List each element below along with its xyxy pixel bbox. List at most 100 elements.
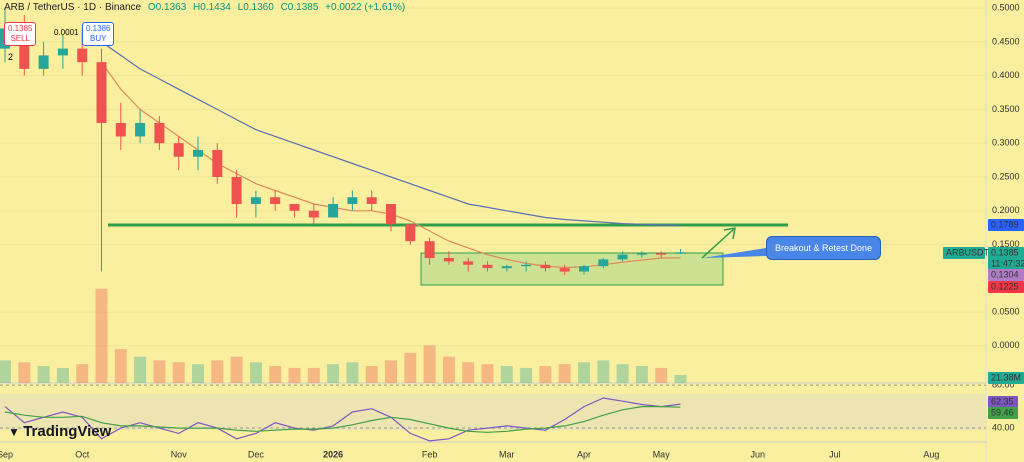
price-badge [988, 281, 1024, 293]
y-tick-label: 0.2000 [992, 205, 1020, 215]
volume-bar [211, 360, 224, 383]
y-tick-label: 0.5000 [992, 2, 1020, 12]
rsi-ma-line [4, 406, 681, 433]
price-badge [943, 247, 985, 259]
volume-bar [404, 352, 417, 383]
ohlc: +0.0022 (+1.61%) [325, 2, 406, 13]
price-badge-label: 0.1304 [991, 269, 1019, 279]
candle-body [443, 258, 454, 262]
rsi-band [0, 394, 985, 430]
rsi-tick-label: 40.00 [992, 422, 1015, 432]
volume-bar [423, 345, 436, 383]
candle-body [193, 149, 203, 157]
volume-bar [597, 360, 610, 383]
buy-label: BUY [90, 34, 107, 43]
candle-body [540, 264, 551, 269]
annotation: Breakout & Retest Done [766, 236, 882, 260]
indicator-count[interactable]: 2 [8, 52, 14, 62]
x-tick-label: Dec [248, 449, 265, 459]
x-tick-label: Oct [75, 449, 90, 459]
price-badge [988, 247, 1024, 259]
volume-bar [288, 367, 301, 383]
price-badge [988, 219, 1024, 231]
x-tick-label: Nov [171, 449, 188, 459]
candle-body [250, 197, 261, 204]
volume-bar [481, 364, 494, 383]
price-badge-label: 21.38M [991, 372, 1021, 382]
x-tick-label: Jun [750, 449, 765, 459]
candle-body [482, 264, 493, 269]
y-tick-label: 0.2500 [992, 171, 1020, 181]
volume-bar [153, 360, 166, 383]
x-tick-label: 2026 [323, 449, 343, 459]
candle-body [424, 241, 435, 259]
sell-button[interactable]: 0.1385 SELL [4, 22, 37, 46]
candle-body [598, 259, 609, 267]
x-tick-label: Aug [923, 449, 939, 459]
candle-body [501, 266, 512, 269]
y-tick-label: 0.0000 [992, 340, 1020, 350]
pointer [703, 248, 766, 258]
ohlc: C0.1385 [280, 2, 319, 13]
volume-bar [346, 362, 359, 383]
x-tick-label: Jul [829, 449, 841, 459]
volume-bar [558, 364, 571, 383]
y-tick-label: 0.1500 [992, 239, 1020, 249]
price-badge-label: ARBUSDT [946, 247, 990, 257]
candle-body [579, 266, 589, 272]
volume-bar [0, 360, 11, 383]
candle-body [347, 197, 358, 204]
volume-bar [37, 366, 50, 383]
volume-bar [674, 374, 687, 383]
moving-average [101, 41, 681, 227]
volume-bar [192, 364, 204, 383]
candle-body [617, 254, 628, 260]
price-badge-label: 0.1385 [991, 247, 1019, 257]
candle-body [386, 203, 396, 225]
volume-bar [114, 349, 127, 383]
candle-body [154, 122, 165, 144]
volume-bar [520, 367, 533, 383]
x-tick-label: Apr [577, 449, 591, 459]
price-badge [988, 396, 1018, 408]
candle-body [559, 268, 570, 272]
price-badge-label: 0.1225 [991, 281, 1019, 291]
candle-body [521, 264, 532, 267]
buy-price: 0.1386 [86, 24, 111, 33]
sell-label: SELL [10, 34, 31, 43]
volume-bar [327, 364, 340, 383]
sell-price: 0.1385 [8, 24, 33, 33]
header: ARB / TetherUS · 1D · Binance O0.1363 H0… [4, 2, 409, 13]
volume-bar [635, 366, 648, 383]
candle-body [636, 253, 647, 255]
candle-body [405, 224, 416, 242]
arrow [701, 227, 736, 259]
volume-bar [134, 356, 147, 383]
volume-bar [76, 364, 89, 383]
volume-bar [269, 366, 282, 383]
price-badge [988, 372, 1024, 384]
volume-bar [500, 366, 513, 383]
volume-bar [616, 364, 629, 383]
volume-bar [365, 366, 378, 383]
candle-body [19, 28, 30, 69]
brand-text: TradingView [23, 423, 112, 440]
candle-body [38, 55, 49, 69]
ohlc: L0.1360 [237, 2, 274, 13]
buy-button[interactable]: 0.1386 BUY [82, 22, 115, 46]
candle-body [135, 122, 146, 137]
price-badge-label: 59.46 [991, 407, 1014, 417]
volume-bar [95, 288, 108, 383]
y-tick-label: 0.3000 [992, 138, 1020, 148]
volume-bar [442, 356, 455, 383]
volume-bar [307, 367, 320, 383]
spread: 0.0001 [54, 28, 79, 37]
candle-body [366, 197, 377, 204]
rsi-line [4, 397, 681, 442]
volume-bar [539, 366, 552, 383]
rsi-tick-label: 80.00 [992, 380, 1015, 390]
candle-body [96, 62, 107, 123]
volume-bar [385, 360, 397, 383]
